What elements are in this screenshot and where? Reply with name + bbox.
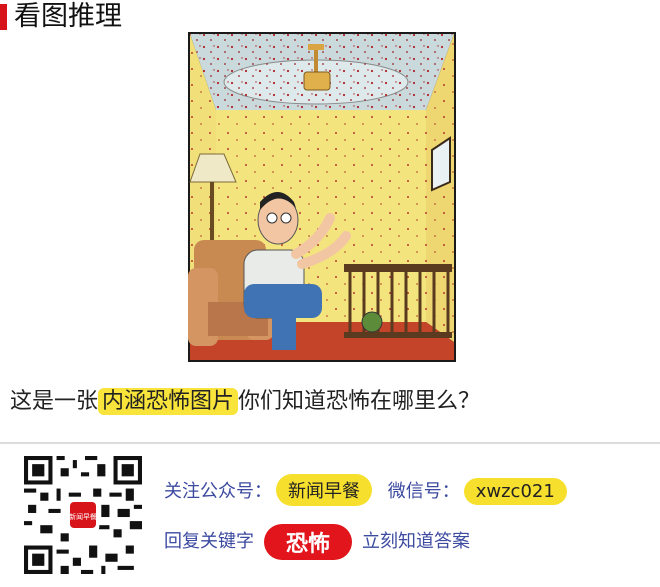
qr-logo-text: 新闻早餐 [69, 512, 97, 521]
comic-illustration [188, 32, 456, 362]
account-name-badge: 新闻早餐 [276, 474, 372, 506]
page-title: 看图推理 [14, 1, 122, 32]
question-text: 这是一张 内涵恐怖图片 你们知道恐怖在哪里么？ [10, 382, 480, 422]
wechat-id-badge: xwzc021 [463, 478, 567, 505]
reply-line: 回复关键字 恐怖 立刻知道答案 [164, 524, 470, 560]
reply-suffix: 立刻知道答案 [362, 531, 471, 552]
title-bar: 看图推理 [0, 0, 660, 34]
follow-line: 关注公众号： 新闻早餐 微信号： xwzc021 [164, 474, 571, 506]
question-prefix: 这是一张 [10, 389, 99, 414]
qr-code[interactable]: 新闻早餐 [24, 456, 142, 574]
wechat-label: 微信号： [387, 481, 460, 502]
keyword-badge: 恐怖 [264, 524, 353, 560]
title-accent-bar [0, 4, 7, 30]
follow-label: 关注公众号： [164, 481, 272, 502]
reply-prefix: 回复关键字 [164, 531, 254, 552]
divider [0, 442, 660, 444]
question-suffix: 你们知道恐怖在哪里么？ [238, 389, 481, 414]
question-highlight: 内涵恐怖图片 [98, 388, 239, 415]
